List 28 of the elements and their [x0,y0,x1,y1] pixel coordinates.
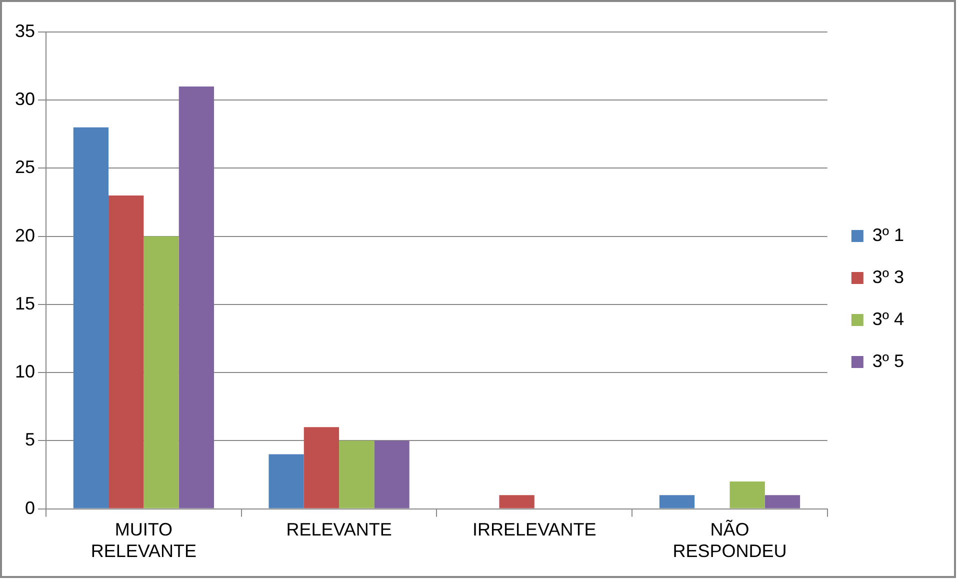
bar [499,495,534,508]
x-tick-label: NÃO RESPONDEU [672,520,787,562]
legend-label: 3º 3 [872,266,904,287]
y-tick-label: 25 [14,157,36,178]
y-tick-label: 35 [14,20,36,41]
x-tick-label: RELEVANTE [286,520,392,540]
bar [374,440,410,508]
y-tick-label: 10 [14,362,36,382]
legend-label: 3º 1 [872,224,904,245]
legend-label: 3º 5 [872,350,904,371]
y-tick-label: 5 [25,430,36,450]
x-tick-label: MUITO RELEVANTE [90,520,197,562]
bar [764,495,800,508]
bar [304,427,340,508]
bar [178,86,214,508]
y-tick-label: 0 [25,498,36,518]
y-tick-label: 30 [14,89,36,110]
bar [730,482,765,508]
x-tick-label: IRRELEVANTE [472,520,596,540]
bar [73,127,109,508]
bar [268,454,304,508]
bar [339,440,374,508]
y-tick-label: 15 [14,293,36,314]
bar [659,495,695,508]
bar [144,236,179,508]
y-tick-label: 20 [14,225,36,246]
legend-label: 3º 4 [872,308,904,329]
bar [108,195,144,508]
